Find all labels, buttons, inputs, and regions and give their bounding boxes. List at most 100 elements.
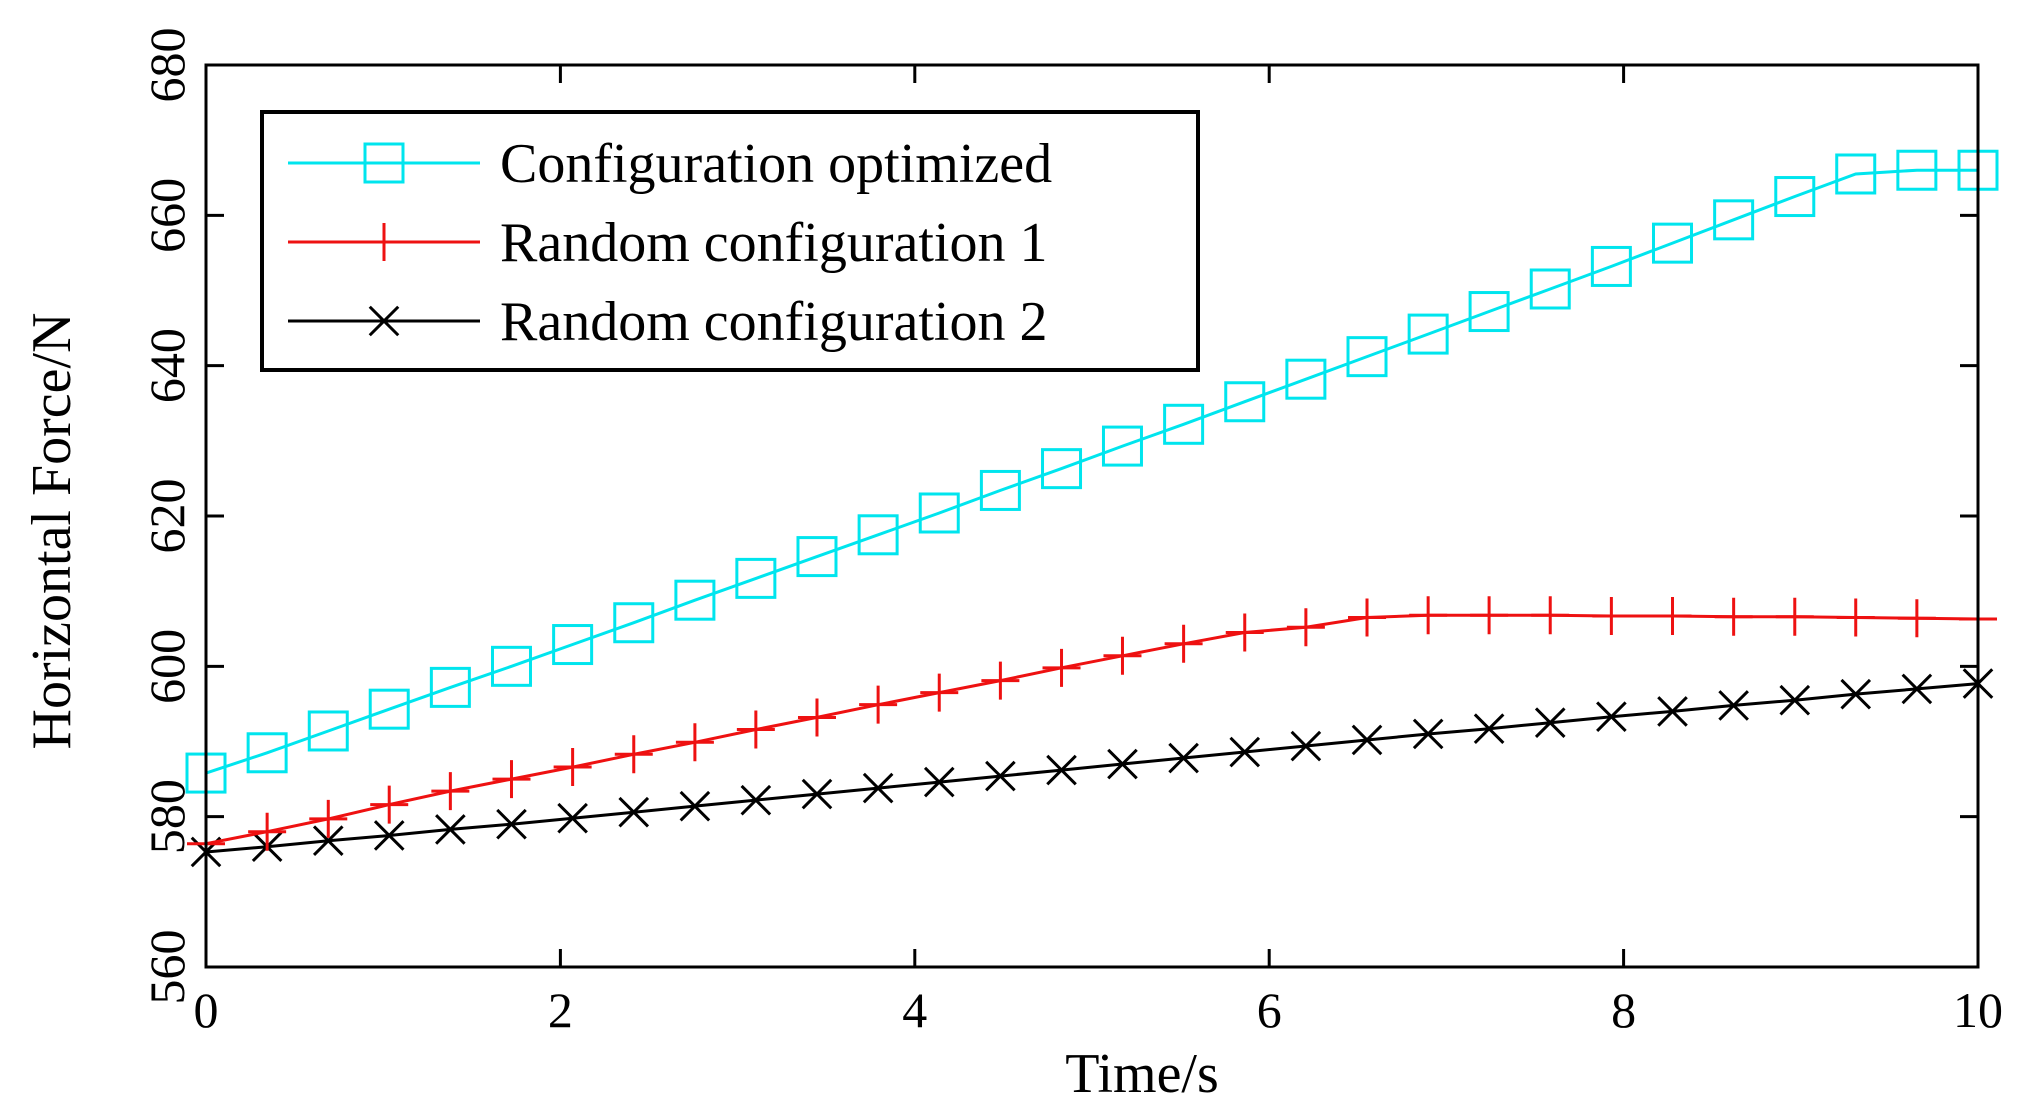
legend-item-3: Random configuration 2	[288, 291, 1047, 353]
data-point	[1774, 176, 1816, 218]
data-point	[1285, 358, 1327, 400]
data-point	[1042, 648, 1081, 687]
x-tick-label: 6	[1257, 982, 1282, 1038]
data-point	[985, 760, 1016, 792]
data-point	[553, 748, 592, 787]
data-point	[1652, 222, 1694, 264]
series-line	[205, 168, 1978, 775]
y-tick-label: 640	[139, 328, 195, 403]
data-point	[1901, 673, 1933, 705]
axes: 0 2 4 6 8 10 560 580 600 620 640 660 680 Time/s Horizo…	[21, 28, 2003, 1106]
data-point	[309, 799, 348, 838]
data-point	[1407, 313, 1449, 355]
data-point	[1290, 730, 1322, 762]
legend-label: Random configuration 1	[500, 212, 1047, 274]
data-point	[1531, 596, 1570, 635]
data-point	[801, 778, 833, 810]
data-point	[1041, 448, 1083, 490]
data-point	[370, 785, 409, 824]
legend-label: Configuration optimized	[500, 133, 1052, 195]
data-point	[307, 710, 349, 752]
data-point	[679, 790, 711, 822]
data-point	[246, 732, 288, 774]
y-tick-label: 680	[139, 28, 195, 103]
data-point	[1046, 754, 1077, 786]
data-point	[1225, 613, 1264, 652]
data-point	[312, 825, 344, 857]
data-point	[981, 661, 1020, 700]
legend: Configuration optimized Random configurat…	[260, 110, 1200, 372]
data-point	[923, 766, 955, 798]
data-point	[1286, 608, 1325, 647]
data-point	[1590, 245, 1632, 287]
data-point	[1163, 403, 1205, 445]
data-point	[1840, 678, 1872, 710]
data-point	[674, 579, 716, 621]
series-3	[190, 668, 1994, 868]
data-point	[1470, 596, 1509, 635]
data-point	[862, 772, 894, 804]
data-point	[1657, 696, 1688, 727]
data-point	[1348, 598, 1387, 637]
x-axis-label: Time/s	[1065, 1043, 1219, 1105]
legend-marker	[368, 305, 400, 337]
y-tick-label: 560	[139, 930, 195, 1005]
data-point	[429, 666, 471, 708]
data-point	[859, 685, 898, 724]
data-point	[1713, 199, 1755, 241]
data-point	[1168, 742, 1199, 774]
data-point	[557, 802, 588, 834]
data-point	[1835, 153, 1877, 195]
series-2	[187, 596, 1997, 863]
data-point	[736, 710, 775, 749]
legend-marker	[365, 223, 403, 261]
data-point	[797, 698, 836, 737]
data-point	[613, 602, 655, 644]
data-point	[1409, 596, 1448, 635]
data-point	[1775, 597, 1814, 636]
data-point	[1529, 268, 1571, 310]
data-point	[1714, 597, 1753, 636]
series-line	[205, 613, 1979, 846]
x-tick-label: 10	[1953, 982, 2003, 1038]
data-point	[368, 688, 410, 730]
data-point	[1468, 291, 1510, 333]
data-point	[1101, 425, 1143, 467]
x-tick-label: 0	[194, 982, 219, 1038]
data-point	[1473, 713, 1505, 745]
y-tick-label: 580	[139, 779, 195, 854]
data-point	[740, 784, 772, 816]
data-point	[1897, 599, 1936, 638]
data-point	[920, 673, 959, 712]
data-point	[735, 557, 777, 599]
series-1	[185, 149, 1999, 794]
data-point	[1351, 724, 1383, 756]
data-point	[1229, 736, 1261, 768]
data-point	[618, 796, 650, 828]
legend-marker	[363, 142, 405, 184]
data-point	[918, 492, 960, 534]
data-point	[431, 772, 470, 811]
data-point	[1779, 684, 1811, 716]
data-point	[857, 514, 899, 556]
series-line	[205, 682, 1979, 854]
data-point	[614, 735, 653, 774]
legend-label: Random configuration 2	[500, 291, 1047, 353]
data-point	[490, 645, 532, 687]
data-point	[1346, 336, 1388, 378]
data-point	[979, 469, 1021, 511]
data-point	[435, 814, 466, 845]
data-point	[492, 760, 531, 799]
data-point	[1653, 596, 1692, 635]
data-point	[248, 812, 287, 851]
data-point	[373, 820, 405, 851]
data-point	[796, 536, 838, 578]
data-point	[552, 624, 594, 666]
data-point	[1103, 636, 1142, 675]
data-point	[1596, 701, 1627, 733]
x-tick-label: 2	[548, 982, 573, 1038]
y-tick-label: 600	[139, 629, 195, 704]
x-tick-label: 4	[902, 982, 927, 1038]
legend-item-2: Random configuration 1	[288, 212, 1047, 274]
